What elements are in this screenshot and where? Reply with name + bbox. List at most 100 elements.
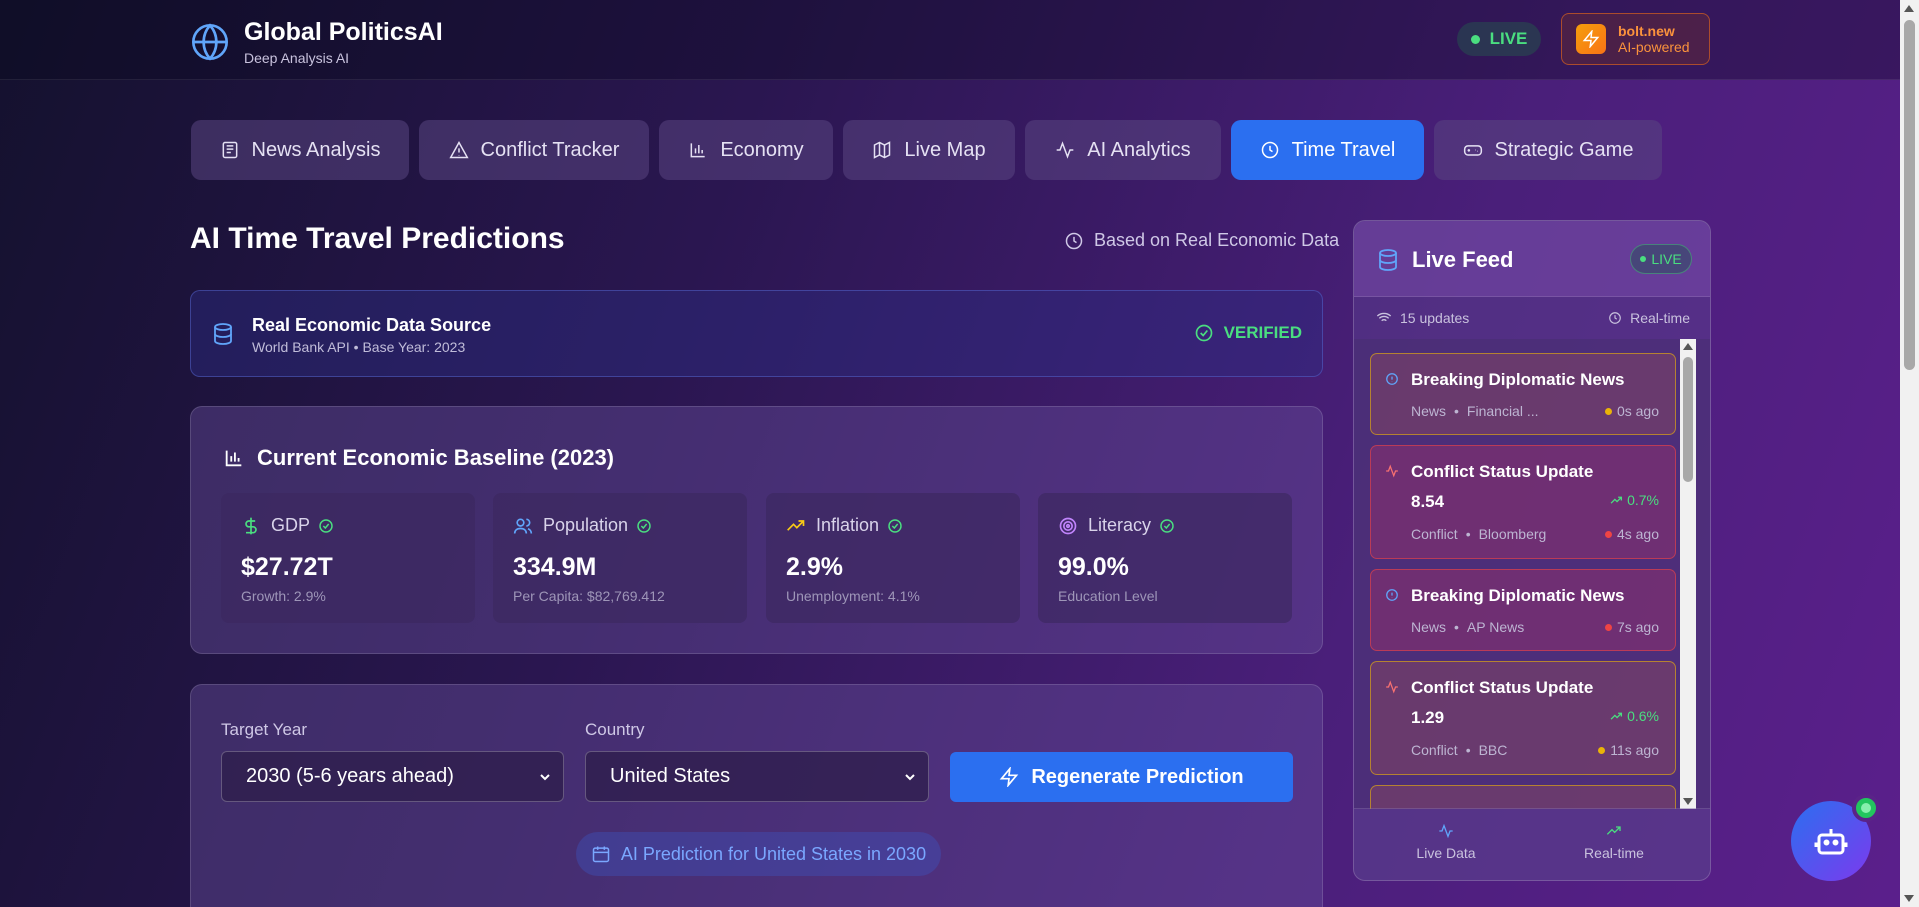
chevron-down-icon [540, 774, 550, 781]
feed-item[interactable]: Conflict Status Update 8.54 0.7% Conflic… [1370, 445, 1676, 559]
trending-up-icon [1606, 826, 1621, 835]
realtime-button[interactable]: Real-time [1554, 823, 1674, 861]
metric-gdp: GDP $27.72T Growth: 2.9% [221, 493, 475, 623]
verified-label: VERIFIED [1223, 323, 1302, 342]
target-year-select[interactable]: 2030 (5-6 years ahead) [221, 751, 564, 802]
feed-item-value: 8.54 [1411, 492, 1445, 511]
scroll-down-arrow-icon[interactable] [1904, 895, 1914, 902]
page-scrollbar[interactable] [1900, 0, 1919, 907]
feed-item-delta-text: 0.7% [1627, 492, 1659, 508]
metric-literacy: Literacy 99.0% Education Level [1038, 493, 1292, 623]
metric-inflation: Inflation 2.9% Unemployment: 4.1% [766, 493, 1020, 623]
verified-badge: VERIFIED [1194, 323, 1302, 343]
metric-label: Population [543, 515, 629, 535]
database-icon [1379, 249, 1397, 271]
bar-chart-icon [690, 143, 705, 158]
tab-live-map[interactable]: Live Map [843, 120, 1015, 180]
feed-item-title: Conflict Status Update [1411, 678, 1594, 697]
app-title: Global PoliticsAI [244, 18, 443, 46]
scroll-up-arrow-icon[interactable] [1683, 343, 1693, 350]
feed-item-time: 7s ago [1604, 619, 1659, 635]
tab-strategic-game[interactable]: Strategic Game [1434, 120, 1662, 180]
feed-item-source: BBC [1478, 742, 1508, 758]
tab-label: News Analysis [251, 138, 381, 161]
prediction-context-text: AI Prediction for United States in 2030 [620, 843, 927, 864]
regenerate-prediction-button[interactable]: Regenerate Prediction [950, 752, 1293, 802]
tab-label: AI Analytics [1087, 138, 1191, 161]
check-circle-icon [319, 518, 333, 533]
live-data-button[interactable]: Live Data [1386, 823, 1506, 861]
feed-item-time-text: 4s ago [1616, 526, 1659, 542]
country-select[interactable]: United States [585, 751, 929, 802]
status-dot-icon [1604, 530, 1612, 538]
feed-item[interactable] [1370, 785, 1676, 809]
scroll-up-arrow-icon[interactable] [1904, 5, 1914, 12]
app-subtitle: Deep Analysis AI [244, 50, 350, 66]
target-icon [1059, 517, 1077, 534]
trending-up-icon [787, 519, 805, 531]
database-icon [214, 323, 232, 345]
tab-ai-analytics[interactable]: AI Analytics [1025, 120, 1221, 180]
metric-subtext: Education Level [1058, 588, 1158, 604]
status-dot-icon [1604, 623, 1612, 631]
chevron-down-icon [905, 774, 915, 781]
source-title: Real Economic Data Source [252, 315, 492, 335]
live-feed-footer: Live Data Real-time [1354, 808, 1710, 880]
tab-economy[interactable]: Economy [659, 120, 833, 180]
activity-icon [1386, 680, 1398, 694]
feed-live-badge: LIVE [1630, 244, 1692, 274]
feed-item-time-text: 7s ago [1616, 619, 1659, 635]
online-indicator-icon [1852, 794, 1880, 822]
zap-icon [1576, 24, 1606, 54]
update-count: 15 updates [1400, 310, 1470, 326]
metric-label: Literacy [1088, 515, 1152, 535]
feed-item-source: Bloomberg [1478, 526, 1547, 542]
page-title: AI Time Travel Predictions [190, 222, 565, 255]
realtime-label: Real-time [1630, 310, 1690, 326]
metric-subtext: Growth: 2.9% [241, 588, 326, 604]
source-subtitle: World Bank API • Base Year: 2023 [252, 339, 466, 355]
users-icon [513, 518, 533, 534]
tab-news-analysis[interactable]: News Analysis [191, 120, 409, 180]
feed-item[interactable]: Breaking Diplomatic News News • AP News 7s… [1370, 569, 1676, 651]
check-circle-icon [888, 518, 902, 533]
scroll-thumb[interactable] [1904, 20, 1915, 370]
metric-value: 99.0% [1058, 553, 1129, 581]
feed-item[interactable]: Conflict Status Update 1.29 0.6% Conflic… [1370, 661, 1676, 775]
scroll-thumb[interactable] [1683, 357, 1693, 482]
check-circle-icon [637, 518, 651, 533]
feed-item-meta: News • AP News [1411, 619, 1525, 635]
trending-up-icon [1610, 496, 1623, 504]
bot-icon [1814, 829, 1848, 855]
metric-population: Population 334.9M Per Capita: $82,769.41… [493, 493, 747, 623]
live-dot-icon [1640, 256, 1647, 262]
tab-label: Strategic Game [1494, 138, 1634, 161]
feed-item-time: 11s ago [1598, 742, 1659, 758]
activity-icon [1056, 141, 1074, 159]
feed-scrollbar[interactable] [1680, 339, 1696, 809]
realtime-footer-label: Real-time [1584, 845, 1644, 861]
feed-list[interactable]: Breaking Diplomatic News News • Financial … [1354, 339, 1710, 809]
alert-triangle-icon [448, 140, 469, 159]
metric-value: 2.9% [786, 553, 843, 581]
baseline-title: Current Economic Baseline (2023) [223, 445, 614, 471]
feed-item-meta: Conflict • BBC [1411, 742, 1508, 758]
feed-item-time: 4s ago [1604, 526, 1659, 542]
tab-conflict-tracker[interactable]: Conflict Tracker [419, 120, 649, 180]
bolt-tagline: AI-powered [1618, 38, 1690, 55]
clock-icon [1609, 312, 1621, 324]
feed-item-delta: 0.7% [1610, 492, 1659, 508]
activity-icon [1439, 823, 1453, 839]
feed-stats-bar: 15 updates Real-time [1354, 298, 1710, 338]
status-dot-icon [1598, 746, 1606, 754]
feed-item[interactable]: Breaking Diplomatic News News • Financial … [1370, 353, 1676, 435]
brand[interactable]: Global PoliticsAI Deep Analysis AI [190, 18, 443, 66]
metric-label: GDP [271, 515, 311, 535]
scroll-down-arrow-icon[interactable] [1683, 798, 1693, 805]
tab-label: Time Travel [1291, 138, 1396, 161]
feed-item-title: Breaking Diplomatic News [1411, 586, 1625, 605]
tab-label: Conflict Tracker [480, 138, 620, 161]
bolt-badge-link[interactable]: bolt.new AI-powered [1561, 13, 1710, 65]
tab-time-travel[interactable]: Time Travel [1231, 120, 1424, 180]
metric-label: Inflation [816, 515, 880, 535]
